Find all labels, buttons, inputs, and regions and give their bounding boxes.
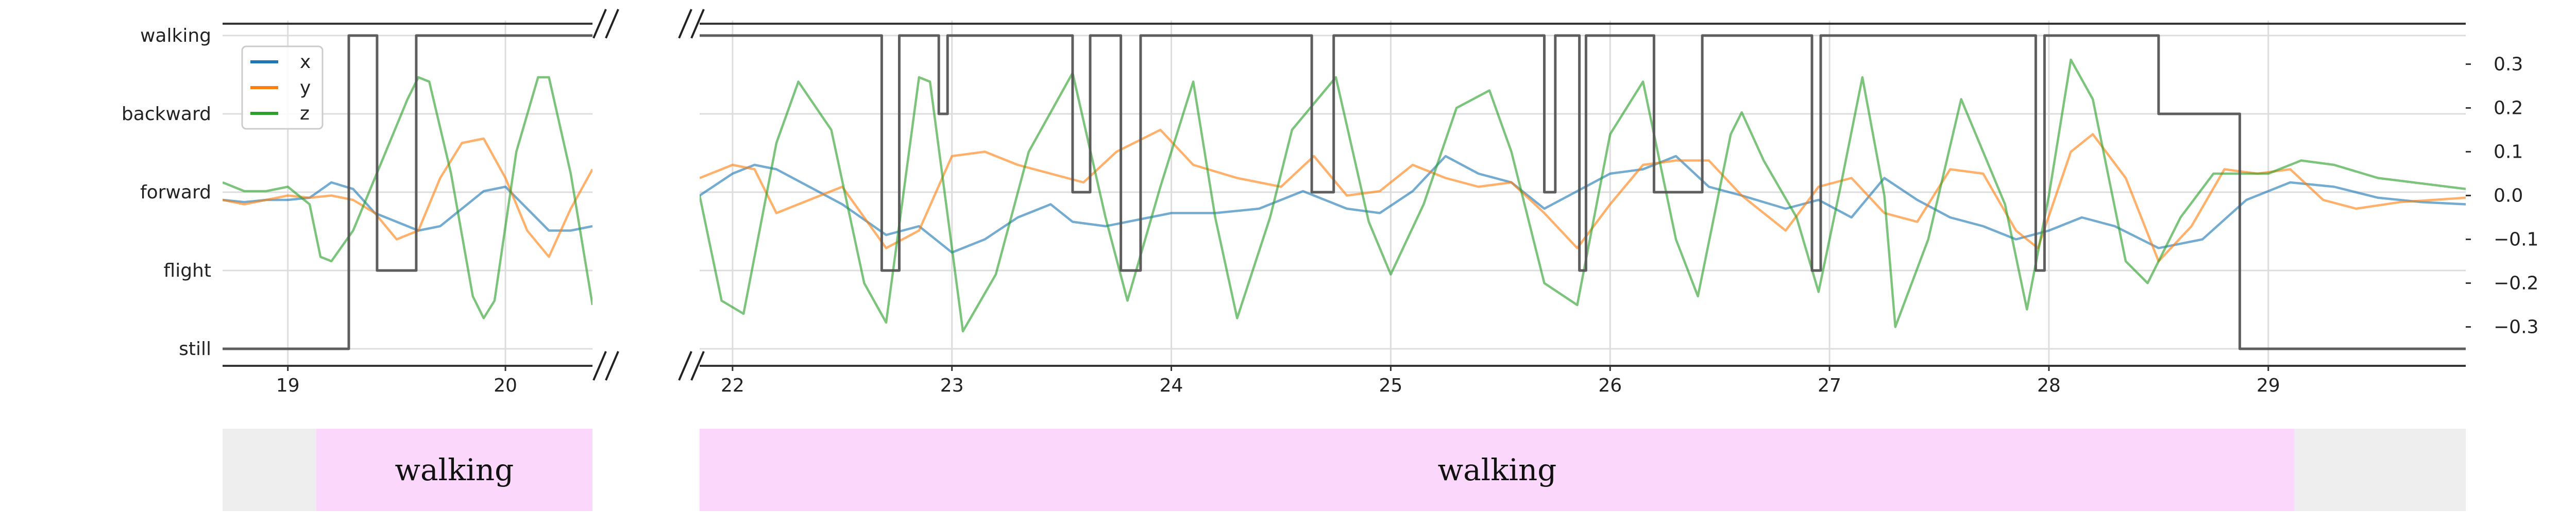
axis-break-marker bbox=[678, 9, 692, 39]
y-category-label: backward bbox=[122, 104, 211, 125]
series-line-y bbox=[223, 137, 592, 258]
segment-bar bbox=[2294, 429, 2466, 511]
series-line-z bbox=[700, 58, 2466, 333]
axis-break-marker bbox=[605, 351, 619, 381]
legend-box bbox=[241, 45, 324, 130]
series-line-z bbox=[223, 76, 592, 319]
x-tick-label: 22 bbox=[721, 375, 744, 396]
axis-break-marker bbox=[592, 351, 607, 381]
x-tick-label: 28 bbox=[2037, 375, 2061, 396]
x-tick-label: 25 bbox=[1379, 375, 1402, 396]
x-tick-label: 23 bbox=[940, 375, 964, 396]
y-right-tick-label: 0.0 bbox=[2494, 185, 2523, 207]
legend-label-y: y bbox=[300, 77, 311, 98]
y-right-tick-label: −0.2 bbox=[2494, 273, 2538, 294]
series-line-x bbox=[223, 181, 592, 232]
y-right-tick-label: 0.1 bbox=[2494, 142, 2523, 163]
data-layer bbox=[223, 34, 2466, 350]
y-category-label: still bbox=[179, 339, 211, 360]
segment-bar bbox=[700, 429, 2295, 511]
series-line-y bbox=[700, 128, 2466, 263]
legend: xyz bbox=[241, 45, 324, 130]
x-tick-label: 19 bbox=[276, 375, 300, 396]
x-tick-label: 20 bbox=[494, 375, 517, 396]
x-tick-label: 26 bbox=[1598, 375, 1622, 396]
y-category-label: flight bbox=[164, 260, 211, 281]
y-right-tick-label: 0.2 bbox=[2494, 98, 2523, 119]
legend-label-x: x bbox=[300, 52, 311, 73]
axis-layer bbox=[223, 9, 2471, 381]
y-right-tick-label: −0.3 bbox=[2494, 317, 2538, 338]
series-line-x bbox=[700, 155, 2466, 254]
x-tick-label: 27 bbox=[1818, 375, 1841, 396]
axis-break-marker bbox=[605, 9, 619, 39]
y-right-tick-label: −0.1 bbox=[2494, 229, 2538, 250]
y-right-tick-label: 0.3 bbox=[2494, 54, 2523, 75]
label-layer: 19 20 22 23 24 25 26 27 28 29 walking backward forwa… bbox=[122, 25, 2539, 487]
segment-bar bbox=[223, 429, 316, 511]
legend-label-z: z bbox=[300, 103, 310, 124]
y-category-label: forward bbox=[140, 182, 211, 203]
segment-bar bbox=[316, 429, 592, 511]
segment-label: walking bbox=[395, 452, 514, 487]
axis-break-marker bbox=[690, 9, 705, 39]
segment-label: walking bbox=[1437, 452, 1556, 487]
y-category-label: walking bbox=[140, 25, 211, 46]
x-tick-label: 24 bbox=[1160, 375, 1183, 396]
axis-break-marker bbox=[690, 351, 705, 381]
state-line bbox=[700, 34, 2466, 350]
segment-layer bbox=[223, 429, 2466, 511]
axis-break-marker bbox=[678, 351, 692, 381]
x-tick-label: 29 bbox=[2257, 375, 2280, 396]
axis-break-marker bbox=[592, 9, 607, 39]
state-line bbox=[223, 34, 592, 350]
